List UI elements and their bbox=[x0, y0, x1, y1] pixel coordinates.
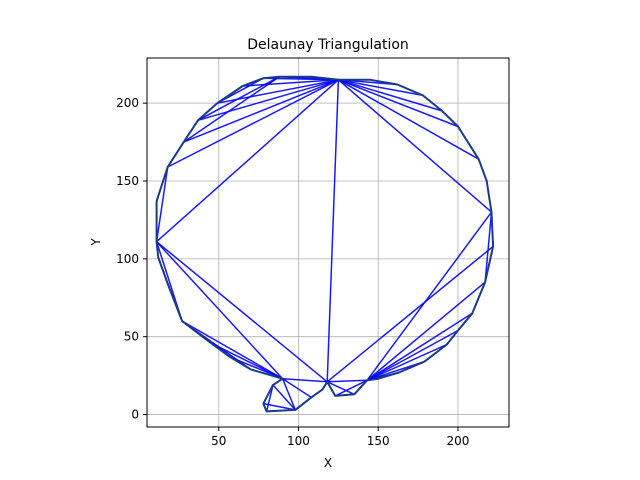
triangulation-edge bbox=[338, 79, 424, 97]
triangulation-edge bbox=[326, 245, 494, 383]
triangulation-edge bbox=[281, 378, 296, 411]
x-tick-label: 150 bbox=[367, 434, 390, 448]
triangulation-edge bbox=[366, 343, 448, 381]
triangulation-edge bbox=[366, 312, 473, 381]
triangulation-edge bbox=[282, 378, 312, 399]
triangulation-edge bbox=[183, 79, 339, 143]
triangulation-edge bbox=[366, 329, 459, 381]
triangulation-edge bbox=[156, 241, 328, 383]
y-tick-label: 50 bbox=[124, 330, 139, 344]
triangulation-edge bbox=[156, 241, 284, 380]
x-tick-label: 100 bbox=[287, 434, 310, 448]
y-tick-label: 150 bbox=[116, 174, 139, 188]
axes-frame bbox=[146, 57, 510, 428]
triangulation-edge bbox=[326, 79, 340, 382]
triangulation-edge bbox=[366, 211, 493, 381]
triangulation-edge bbox=[326, 381, 355, 395]
triangulation-edge bbox=[337, 79, 492, 213]
outline-path bbox=[155, 75, 495, 413]
triangulation-edge bbox=[338, 79, 480, 160]
triangulation-edge bbox=[265, 384, 274, 412]
triangulation-edge bbox=[181, 320, 283, 380]
x-tick-label: 200 bbox=[447, 434, 470, 448]
plot-area: 50 100 150 200 0 50 100 150 200 bbox=[116, 57, 510, 448]
triangulation-edge bbox=[156, 79, 339, 243]
x-tick-label: 50 bbox=[211, 434, 226, 448]
y-tick-label: 0 bbox=[131, 408, 139, 422]
triangulation-edge bbox=[327, 379, 368, 383]
triangulation-edge bbox=[272, 384, 296, 411]
triangulation-edge bbox=[338, 79, 443, 112]
triangulation-edge bbox=[167, 79, 339, 168]
triangulation-edge bbox=[242, 79, 339, 87]
y-axis-label: Y bbox=[89, 238, 103, 247]
y-tick-label: 100 bbox=[116, 252, 139, 266]
triangulation-edge bbox=[197, 79, 339, 122]
triangulation-edge bbox=[484, 212, 493, 283]
triangulation-edge bbox=[338, 79, 459, 128]
chart-title: Delaunay Triangulation bbox=[247, 37, 409, 53]
y-tick-label: 200 bbox=[116, 96, 139, 110]
triangulation-edge bbox=[366, 281, 486, 381]
triangulation-edge bbox=[282, 377, 328, 383]
triangulation-edge bbox=[334, 379, 368, 397]
triangulation-edge bbox=[197, 76, 280, 121]
x-axis-label: X bbox=[324, 456, 332, 470]
triangulation-edge bbox=[183, 76, 280, 143]
triangulation-edge bbox=[155, 166, 169, 242]
